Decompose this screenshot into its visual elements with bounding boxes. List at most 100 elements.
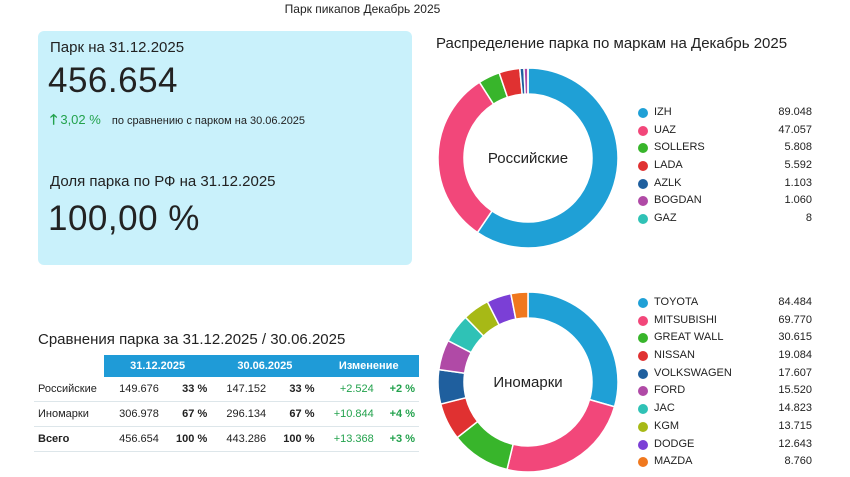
change-percent: 3,02 % [60, 112, 101, 127]
legend-item: TOYOTA 84.484 [638, 295, 812, 313]
legend-item: LADA 5.592 [638, 158, 812, 176]
legend-value: 1.103 [784, 176, 812, 189]
donut-center-label: Иномарки [493, 374, 562, 391]
legend-label: FORD [654, 384, 686, 397]
change-text: по сравнению с парком на 30.06.2025 [111, 115, 306, 127]
legend-swatch [638, 108, 648, 118]
legend-label: VOLKSWAGEN [654, 366, 732, 379]
cell-percent: 33 % [270, 377, 319, 402]
foreign-donut-chart: Иномарки [437, 291, 619, 473]
row-label: Российские [34, 377, 104, 402]
col-header-change: Изменение [318, 355, 419, 377]
legend-swatch [638, 143, 648, 154]
legend-swatch [638, 404, 648, 415]
legend-label: IZH [654, 106, 672, 118]
legend-value: 8.760 [784, 455, 812, 468]
cell-change: +2.524 [318, 377, 378, 402]
row-label: Иномарки [34, 401, 104, 427]
legend-value: 47.057 [778, 123, 812, 136]
donut-slice-mitsubishi [506, 398, 616, 473]
legend-label: GAZ [654, 212, 677, 225]
legend-swatch [638, 439, 648, 450]
legend-item: KGM 13.715 [638, 419, 812, 437]
table-row: Российские 149.676 33 % 147.152 33 % +2.… [34, 377, 419, 402]
cell-percent: 67 % [162, 401, 212, 427]
legend-item: IZH 89.048 [638, 105, 812, 123]
legend-label: MAZDA [654, 455, 693, 468]
cell-change: +13.368 [318, 426, 378, 452]
kpi-card: Парк на 31.12.2025 456.654 🡑 3,02 % по с… [38, 31, 412, 265]
legend-swatch [638, 368, 648, 379]
legend-value: 5.592 [784, 159, 812, 172]
russian-donut-chart: Российские [437, 67, 619, 249]
legend-item: UAZ 47.057 [638, 123, 812, 141]
legend-swatch [638, 125, 648, 136]
donut-center-label: Российские [488, 150, 568, 167]
col-header-jun: 30.06.2025 [211, 355, 319, 377]
col-header-dec: 31.12.2025 [104, 355, 212, 377]
share-label: Доля парка по РФ на 31.12.2025 [50, 173, 276, 190]
legend-item: BOGDAN 1.060 [638, 193, 812, 211]
legend-item: VOLKSWAGEN 17.607 [638, 366, 812, 384]
legend-item: GREAT WALL 30.615 [638, 330, 812, 348]
cell-percent: 33 % [162, 377, 212, 402]
cell-value: 306.978 [104, 401, 163, 427]
legend-swatch [638, 421, 648, 432]
comparison-title: Сравнения парка за 31.12.2025 / 30.06.20… [38, 331, 346, 348]
legend-label: UAZ [654, 123, 676, 136]
legend-swatch [638, 457, 648, 468]
arrow-up-icon: 🡑 [50, 111, 58, 127]
row-label: Всего [34, 426, 104, 452]
legend-label: MITSUBISHI [654, 313, 717, 326]
cell-value: 147.152 [211, 377, 271, 402]
legend-value: 13.715 [778, 419, 812, 432]
legend-label: LADA [654, 159, 683, 172]
legend-swatch [638, 386, 648, 397]
cell-value: 456.654 [104, 426, 163, 452]
table-row: Иномарки 306.978 67 % 296.134 67 % +10.8… [34, 401, 419, 427]
donut-slice-uaz [437, 81, 495, 234]
legend-label: SOLLERS [654, 141, 705, 154]
legend-swatch [638, 178, 648, 189]
share-value: 100,00 % [48, 199, 200, 238]
legend-label: JAC [654, 402, 675, 415]
legend-value: 12.643 [778, 437, 812, 450]
legend-item: FORD 15.520 [638, 383, 812, 401]
legend-swatch [638, 298, 648, 308]
legend-label: KGM [654, 419, 680, 432]
legend-value: 5.808 [784, 141, 812, 154]
legend-label: GREAT WALL [654, 331, 724, 344]
legend-label: DODGE [654, 437, 695, 450]
foreign-legend: TOYOTA 84.484 MITSUBISHI 69.770 GREAT WALL 30… [638, 295, 812, 472]
legend-value: 19.084 [778, 349, 812, 362]
fleet-change: 🡑 3,02 % по сравнению с парком на 30.06.… [50, 109, 305, 133]
fleet-value: 456.654 [48, 61, 179, 100]
legend-label: AZLK [654, 176, 682, 189]
cell-value: 296.134 [211, 401, 271, 427]
legend-item: NISSAN 19.084 [638, 348, 812, 366]
page-title: Парк пикапов Декабрь 2025 [284, 2, 441, 16]
table-header-row: 31.12.2025 30.06.2025 Изменение [34, 355, 419, 377]
legend-item: AZLK 1.103 [638, 176, 812, 194]
legend-value: 1.060 [784, 194, 812, 207]
fleet-label: Парк на 31.12.2025 [50, 39, 185, 56]
cell-value: 443.286 [211, 426, 271, 452]
legend-swatch [638, 315, 648, 326]
cell-percent: 100 % [270, 426, 319, 452]
legend-value: 69.770 [778, 313, 812, 326]
legend-swatch [638, 161, 648, 172]
cell-change-percent: +4 % [377, 401, 419, 427]
legend-item: MAZDA 8.760 [638, 454, 812, 472]
donut-slice-volkswagen [437, 368, 467, 405]
cell-change: +10.844 [318, 401, 378, 427]
legend-swatch [638, 351, 648, 362]
cell-change-percent: +2 % [377, 377, 419, 402]
donut-slice-mazda [509, 291, 529, 321]
legend-value: 30.615 [778, 331, 812, 344]
legend-swatch [638, 214, 648, 225]
legend-item: GAZ 8 [638, 211, 812, 229]
legend-label: TOYOTA [654, 296, 699, 308]
distribution-title: Распределение парка по маркам на Декабрь… [436, 35, 788, 52]
legend-swatch [638, 196, 648, 207]
cell-value: 149.676 [104, 377, 163, 402]
